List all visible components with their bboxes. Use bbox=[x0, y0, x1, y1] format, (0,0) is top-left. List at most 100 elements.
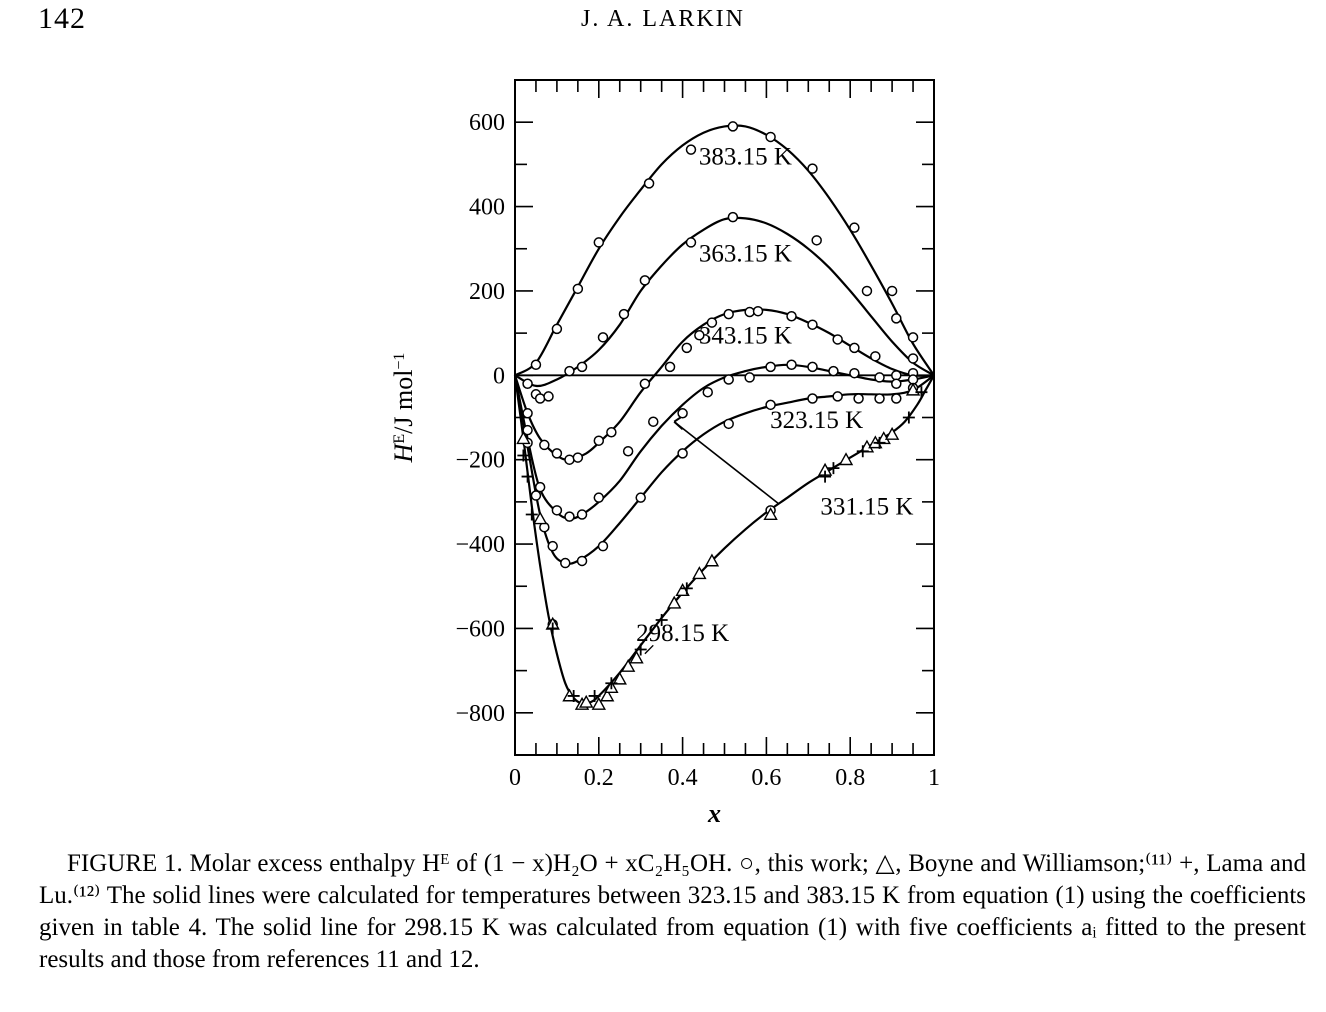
point-this-work bbox=[606, 427, 617, 438]
point-this-work bbox=[765, 131, 776, 143]
point-this-work bbox=[828, 365, 839, 377]
curve-label: 298.15 K bbox=[636, 620, 729, 647]
running-head: J. A. LARKIN bbox=[580, 6, 745, 32]
page-number: 142 bbox=[38, 2, 86, 35]
curve-label: 343.15 K bbox=[699, 323, 792, 350]
plot-frame bbox=[514, 79, 935, 756]
point-boyne-williamson bbox=[599, 688, 615, 702]
point-lama-lu bbox=[588, 689, 601, 702]
x-tick-label: 0 bbox=[509, 765, 521, 791]
point-this-work bbox=[706, 317, 718, 328]
point-this-work bbox=[597, 332, 609, 343]
point-lama-lu bbox=[827, 462, 840, 475]
point-this-work bbox=[639, 275, 651, 286]
y-axis-title: HE/J mol−1 bbox=[389, 353, 418, 464]
point-this-work bbox=[685, 237, 697, 248]
point-this-work bbox=[727, 121, 739, 132]
point-this-work bbox=[522, 408, 533, 419]
leader-line-331 bbox=[673, 421, 780, 505]
point-this-work bbox=[643, 178, 655, 189]
axis-titles: x HE/J mol−1 bbox=[389, 353, 721, 828]
point-this-work bbox=[849, 342, 860, 354]
point-this-work bbox=[639, 378, 651, 389]
point-boyne-williamson bbox=[884, 426, 900, 440]
point-boyne-williamson bbox=[692, 566, 707, 580]
curve-label: 323.15 K bbox=[770, 407, 863, 434]
curve-label: 331.15 K bbox=[820, 494, 913, 521]
x-axis-title: x bbox=[707, 799, 721, 828]
point-this-work bbox=[874, 372, 885, 383]
point-lama-lu bbox=[655, 614, 668, 626]
y-tick-label: 400 bbox=[469, 195, 505, 221]
point-this-work bbox=[807, 163, 818, 174]
point-lama-lu bbox=[605, 677, 618, 690]
point-this-work bbox=[744, 306, 755, 318]
x-tick-label: 0.2 bbox=[584, 765, 614, 791]
point-this-work bbox=[685, 144, 697, 155]
y-tick-label: 200 bbox=[469, 279, 505, 305]
point-boyne-williamson bbox=[763, 507, 778, 521]
point-boyne-williamson bbox=[612, 671, 627, 685]
point-lama-lu bbox=[819, 470, 832, 483]
labels: 0 0.2 0.4 0.6 0.8 1 600 400 200 0 −200 −400 −600 −800… bbox=[455, 110, 940, 791]
point-this-work bbox=[564, 365, 575, 377]
point-this-work bbox=[551, 448, 563, 459]
leader-line-298 bbox=[644, 644, 654, 655]
markers bbox=[516, 121, 928, 710]
point-this-work bbox=[522, 378, 533, 389]
point-this-work bbox=[618, 308, 630, 320]
curve-label: 383.15 K bbox=[699, 143, 792, 170]
x-tick-label: 0.4 bbox=[668, 765, 698, 791]
point-this-work bbox=[891, 370, 902, 381]
point-lama-lu bbox=[517, 449, 530, 462]
point-this-work bbox=[547, 540, 558, 552]
point-lama-lu bbox=[546, 622, 559, 635]
point-this-work bbox=[870, 351, 881, 362]
point-this-work bbox=[576, 361, 588, 373]
point-this-work bbox=[572, 283, 584, 295]
point-this-work bbox=[807, 319, 818, 330]
point-boyne-williamson bbox=[838, 452, 854, 466]
leader-arrowhead bbox=[673, 416, 682, 423]
point-this-work bbox=[744, 372, 755, 383]
point-boyne-williamson bbox=[704, 553, 720, 567]
point-boyne-williamson bbox=[620, 658, 636, 672]
point-boyne-williamson bbox=[591, 696, 606, 710]
point-this-work bbox=[727, 211, 739, 223]
figure: 0 0.2 0.4 0.6 0.8 1 600 400 200 0 −200 −400 −600 −800… bbox=[389, 79, 940, 828]
point-this-work bbox=[853, 393, 864, 404]
point-this-work bbox=[560, 557, 571, 569]
point-this-work bbox=[723, 374, 734, 385]
point-this-work bbox=[564, 511, 575, 522]
point-this-work bbox=[891, 393, 902, 404]
y-tick-label: 600 bbox=[469, 110, 505, 136]
x-tick-label: 1 bbox=[928, 765, 940, 791]
point-this-work bbox=[551, 323, 563, 335]
figure-caption: FIGURE 1. Molar excess enthalpy Hᴱ of (1… bbox=[39, 850, 1306, 973]
point-this-work bbox=[530, 359, 542, 371]
point-this-work bbox=[907, 353, 919, 364]
point-this-work bbox=[723, 418, 734, 430]
point-boyne-williamson bbox=[675, 583, 690, 596]
leader-arrowhead bbox=[673, 420, 684, 431]
point-boyne-williamson bbox=[579, 694, 594, 708]
curve-33115 bbox=[513, 374, 935, 565]
point-this-work bbox=[874, 393, 885, 404]
curve-label: 363.15 K bbox=[699, 240, 792, 267]
point-this-work bbox=[539, 439, 550, 451]
y-tick-label: −600 bbox=[455, 616, 505, 642]
point-lama-lu bbox=[915, 386, 928, 399]
point-this-work bbox=[891, 313, 902, 324]
curve-38315 bbox=[514, 124, 935, 377]
point-this-work bbox=[811, 235, 822, 246]
point-this-work bbox=[534, 481, 546, 493]
point-this-work bbox=[886, 285, 898, 297]
plot-border bbox=[514, 79, 935, 756]
point-this-work bbox=[681, 342, 693, 354]
point-this-work bbox=[723, 308, 734, 320]
point-this-work bbox=[677, 408, 688, 419]
point-this-work bbox=[786, 359, 797, 371]
point-this-work bbox=[530, 490, 542, 501]
point-this-work bbox=[593, 237, 605, 248]
point-this-work bbox=[907, 332, 919, 343]
